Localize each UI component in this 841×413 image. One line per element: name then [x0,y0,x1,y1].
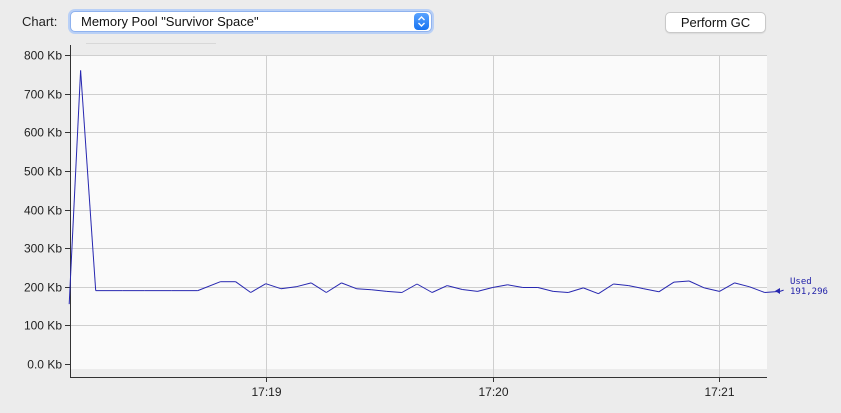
series-segment-used [401,283,418,293]
x-axis-ticks: 17:19 17:20 17:21 [251,377,735,399]
series-segment-used [704,287,720,292]
series-segment-used [643,288,660,293]
chart-select-value: Memory Pool "Survivor Space" [81,14,259,29]
y-axis-ticks: 0.0 Kb 100 Kb 200 Kb 300 Kb 400 Kb 500 Kb 600 … [24,49,70,372]
series-segment-used [688,280,705,289]
series-segment-used [280,286,297,290]
series-segment-used [583,287,599,295]
series-segment-used [326,282,342,293]
legend-series-name: Used [790,277,812,287]
series [68,70,784,305]
series-segment-used [265,283,282,290]
series-segment-used [462,289,478,292]
series-segment-used [80,70,97,291]
chart-select[interactable]: Memory Pool "Survivor Space" [70,11,432,32]
series-segment-used [749,286,765,293]
series-segment-used [492,284,508,288]
series-segment-used [295,282,312,288]
series-segment-used [568,287,584,293]
series-segment-used [658,281,675,293]
y-tick-label: 200 Kb [24,281,62,295]
series-segment-used [416,283,433,293]
y-tick-label: 100 Kb [24,319,62,333]
divider [86,43,216,44]
series-segment-used [477,287,493,292]
series-segment-used [628,285,644,290]
chart-label: Chart: [22,14,58,29]
y-tick-label: 700 Kb [24,88,62,102]
y-tick-label: 800 Kb [24,49,62,63]
series-segment-used [613,283,629,287]
series-segment-used [235,281,251,293]
series-segment-used [447,285,463,290]
series-segment-used [598,283,614,295]
series-segment-used [310,282,327,293]
series-segment-used [371,289,387,292]
series-segment-used [673,280,690,283]
x-tick-label: 17:21 [704,385,734,399]
grid [70,55,767,377]
y-tick-label: 500 Kb [24,165,62,179]
series-segment-used [719,282,735,292]
y-tick-label: 400 Kb [24,204,62,218]
series-segment-used [734,282,750,288]
series-segment-used [68,70,82,305]
series-segment-used [341,282,357,290]
y-tick-label: 0.0 Kb [27,358,62,372]
y-tick-label: 300 Kb [24,242,62,256]
series-segment-used [356,288,372,291]
plot-area [70,55,767,369]
x-tick-label: 17:20 [478,385,508,399]
legend-marker-icon [775,288,780,294]
perform-gc-button[interactable]: Perform GC [665,12,766,33]
series-segment-used [779,289,784,292]
toolbar: Chart: Memory Pool "Survivor Space" Perf… [0,0,841,44]
legend-series-value: 191,296 [790,287,828,297]
series-segment-used [553,290,569,293]
legend: Used 191,296 [775,277,828,297]
chevron-updown-icon[interactable] [414,13,429,30]
axes [70,45,767,378]
series-segment-used [537,287,554,292]
series-segment-used [431,285,448,293]
series-segment-used [507,284,523,288]
x-tick-label: 17:19 [251,385,281,399]
series-segment-used [386,290,402,293]
y-tick-label: 600 Kb [24,126,62,140]
series-segment-used [197,281,221,292]
series-segment-used [250,283,267,293]
